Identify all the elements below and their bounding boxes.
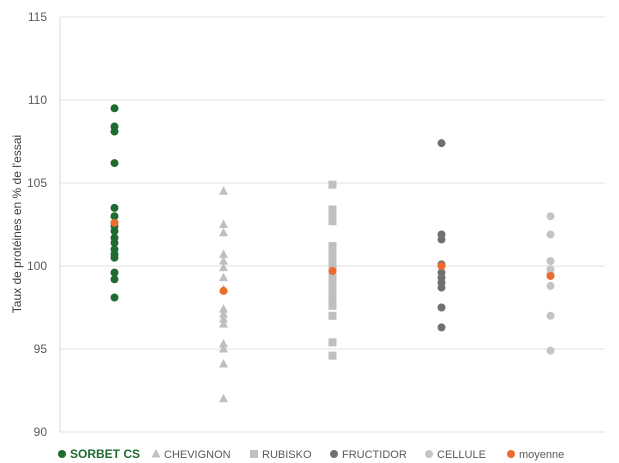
y-axis-title: Taux de protéines en % de l'essai — [10, 135, 24, 313]
point-chevignon — [219, 393, 228, 403]
point-sorbet-cs — [110, 293, 119, 302]
point-sorbet-cs — [110, 227, 119, 236]
point-chevignon — [219, 256, 228, 265]
point-chevignon — [219, 358, 228, 368]
point-chevignon — [219, 227, 228, 237]
data-points — [110, 104, 555, 403]
y-tick-label: 115 — [28, 10, 47, 24]
legend-marker — [58, 450, 66, 458]
point-rubisko — [328, 311, 337, 320]
y-tick-labels: 90 95 100 105 110 115 — [27, 10, 47, 439]
legend-marker — [330, 450, 338, 458]
point-rubisko — [328, 301, 337, 310]
point-rubisko — [328, 180, 337, 189]
point-chevignon — [219, 249, 228, 258]
point-chevignon — [219, 344, 228, 353]
legend-label: FRUCTIDOR — [342, 449, 407, 461]
legend-marker — [425, 450, 433, 458]
point-fructidor — [437, 139, 446, 148]
point-chevignon — [219, 219, 228, 228]
point-chevignon — [219, 314, 228, 323]
point-rubisko — [328, 212, 337, 221]
point-rubisko — [328, 205, 337, 214]
legend-marker — [507, 450, 515, 458]
y-tick-label: 100 — [27, 259, 47, 273]
point-sorbet-cs — [110, 159, 119, 168]
point-rubisko — [328, 262, 337, 270]
point-chevignon — [219, 309, 228, 318]
point-rubisko — [328, 217, 337, 226]
point-sorbet-cs — [110, 238, 119, 247]
point-sorbet-cs — [110, 104, 119, 113]
point-fructidor — [437, 303, 446, 312]
legend-label: SORBET CS — [70, 447, 140, 461]
point-chevignon — [219, 272, 228, 282]
point-sorbet-cs — [110, 275, 119, 284]
point-cellule — [546, 230, 555, 239]
point-sorbet-cs — [110, 212, 119, 221]
point-cellule — [546, 212, 555, 221]
point-rubisko — [328, 288, 337, 297]
legend-label: CHEVIGNON — [164, 449, 231, 461]
legend-marker — [250, 450, 258, 458]
point-cellule — [546, 311, 555, 320]
legend-label: CELLULE — [437, 449, 486, 461]
point-rubisko — [328, 275, 337, 284]
point-cellule — [546, 281, 555, 290]
point-rubisko — [328, 281, 337, 290]
legend-marker — [151, 449, 161, 458]
point-fructidor — [437, 283, 446, 292]
point-chevignon — [219, 339, 228, 348]
point-rubisko — [328, 338, 337, 347]
point-chevignon — [219, 319, 228, 328]
y-tick-label: 105 — [27, 176, 47, 190]
legend: SORBET CS CHEVIGNON RUBISKO FRUCTIDOR CELLUL… — [58, 447, 564, 461]
point-rubisko — [328, 255, 337, 264]
point-sorbet-cs — [110, 253, 119, 262]
y-tick-label: 110 — [28, 93, 47, 107]
point-cellule — [546, 346, 555, 355]
y-tick-label: 95 — [34, 342, 48, 356]
point-chevignon — [219, 186, 228, 195]
legend-label: RUBISKO — [262, 449, 312, 461]
point-mean — [219, 286, 228, 295]
point-chevignon — [219, 304, 228, 313]
point-mean — [437, 262, 446, 270]
point-rubisko — [328, 242, 337, 251]
point-fructidor — [437, 323, 446, 332]
point-chevignon — [219, 262, 228, 272]
point-fructidor — [437, 235, 446, 244]
point-mean — [546, 271, 555, 280]
point-rubisko — [328, 295, 337, 304]
legend-label: moyenne — [519, 449, 564, 461]
point-mean — [110, 218, 119, 227]
point-sorbet-cs — [110, 127, 119, 136]
point-rubisko — [328, 248, 337, 257]
point-rubisko — [328, 351, 337, 360]
point-sorbet-cs — [110, 268, 119, 277]
point-sorbet-cs — [110, 203, 119, 212]
point-cellule — [546, 257, 555, 266]
y-tick-label: 90 — [34, 425, 48, 439]
point-mean — [328, 266, 337, 275]
